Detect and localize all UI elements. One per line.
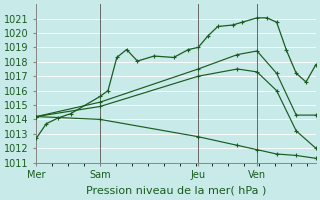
X-axis label: Pression niveau de la mer( hPa ): Pression niveau de la mer( hPa ) xyxy=(86,186,266,196)
